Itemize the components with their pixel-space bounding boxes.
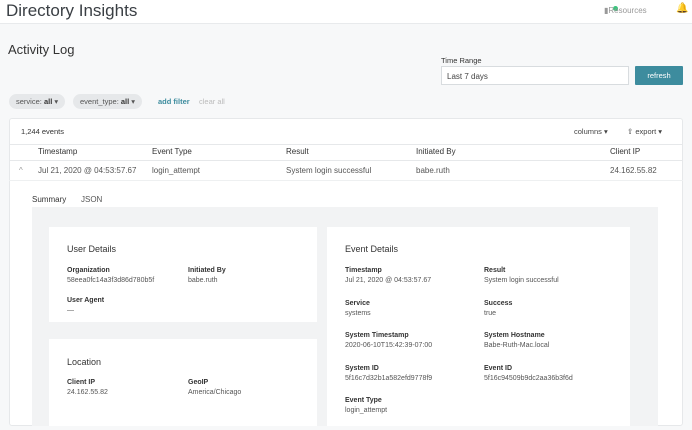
cell-event-type: login_attempt (152, 166, 201, 175)
timestamp-label: Timestamp (345, 267, 382, 274)
event-type-value: login_attempt (345, 407, 388, 414)
app-title: Directory Insights (6, 1, 138, 20)
location-title: Location (67, 357, 102, 367)
service-value: all (43, 97, 53, 106)
event-count: 1,244 events (21, 127, 64, 136)
tab-json[interactable]: JSON (81, 195, 103, 204)
system-timestamp-label: System Timestamp (345, 332, 409, 339)
cell-result: System login successful (286, 166, 372, 175)
initiated-by-label: Initiated By (188, 267, 226, 274)
service-label: Service (345, 299, 370, 307)
success-label: Success (484, 299, 513, 307)
col-event-type[interactable]: Event Type (152, 147, 192, 156)
event-id-label: Event ID (484, 364, 513, 372)
geoip-value: America/Chicago (188, 389, 242, 396)
event-details-panel: Event Details Timestamp Jul 21, 2020 @ 0… (327, 227, 630, 426)
cell-initiated-by: babe.ruth (416, 166, 450, 175)
system-timestamp-value: 2020-06-10T15:42:39-07:00 (345, 342, 433, 349)
app-header (0, 0, 692, 24)
client-ip-value: 24.162.55.82 (67, 389, 108, 396)
export-icon: ⇧ (627, 127, 636, 136)
export-button[interactable]: ⇧ export ▾ (627, 127, 662, 136)
col-timestamp[interactable]: Timestamp (38, 147, 78, 156)
user-agent-label: User Agent (67, 297, 105, 304)
bell-icon[interactable]: 🔔 (676, 3, 689, 14)
cell-timestamp: Jul 21, 2020 @ 04:53:57.67 (38, 166, 137, 175)
export-label: export ▾ (635, 127, 663, 136)
time-range-input[interactable]: Last 7 days (441, 66, 629, 85)
initiated-by-value: babe.ruth (188, 277, 218, 284)
event-id-value: 5f16c94509b9dc2aa36b3f6d (484, 374, 573, 382)
geoip-label: GeoIP (188, 379, 209, 386)
location-panel: Location Client IP 24.162.55.82 GeoIP Am… (49, 339, 317, 426)
client-ip-label: Client IP (67, 379, 96, 386)
system-hostname-value: Babe-Ruth-Mac.local (484, 342, 550, 349)
system-hostname-label: System Hostname (484, 332, 545, 339)
resources-link[interactable]: ▮Resources (604, 6, 647, 15)
add-filter-link[interactable]: add filter (158, 97, 190, 106)
table-header (9, 144, 683, 161)
clear-all-link[interactable]: clear all (199, 97, 225, 106)
page-title: Activity Log (8, 42, 75, 57)
user-details-title: User Details (67, 244, 117, 254)
service-value: systems (345, 309, 371, 317)
row-divider (9, 180, 683, 181)
event-details-title: Event Details (345, 244, 399, 254)
cell-client-ip: 24.162.55.82 (610, 166, 657, 175)
result-value: System login successful (484, 277, 559, 284)
organization-label: Organization (67, 267, 110, 274)
event-type-value: all (120, 97, 130, 106)
resources-label: Resources (608, 6, 647, 15)
status-dot-icon (613, 6, 618, 11)
user-details-panel: User Details Organization 58eea0fc14a3f3… (49, 227, 317, 322)
service-filter-chip[interactable]: service: all ▾ (9, 94, 66, 109)
result-label: Result (484, 267, 506, 274)
collapse-row-icon[interactable]: ^ (19, 166, 23, 175)
col-initiated-by[interactable]: Initiated By (416, 147, 456, 156)
event-type-key: event_type: (80, 97, 119, 106)
col-result[interactable]: Result (286, 147, 309, 156)
timestamp-value: Jul 21, 2020 @ 04:53:57.67 (345, 277, 432, 284)
refresh-button[interactable]: refresh (635, 66, 683, 85)
organization-value: 58eea0fc14a3f3d86d780b5f (67, 277, 155, 284)
system-id-label: System ID (345, 364, 379, 372)
system-id-value: 5f16c7d32b1a582efd9778f9 (345, 374, 433, 382)
event-type-filter-chip[interactable]: event_type: all ▾ (73, 94, 143, 109)
user-agent-value: — (67, 307, 74, 314)
service-key: service: (16, 97, 42, 106)
event-type-label: Event Type (345, 397, 382, 404)
columns-button[interactable]: columns ▾ (574, 127, 608, 136)
col-client-ip[interactable]: Client IP (610, 147, 641, 156)
success-value: true (484, 309, 497, 317)
time-range-label: Time Range (441, 56, 482, 65)
